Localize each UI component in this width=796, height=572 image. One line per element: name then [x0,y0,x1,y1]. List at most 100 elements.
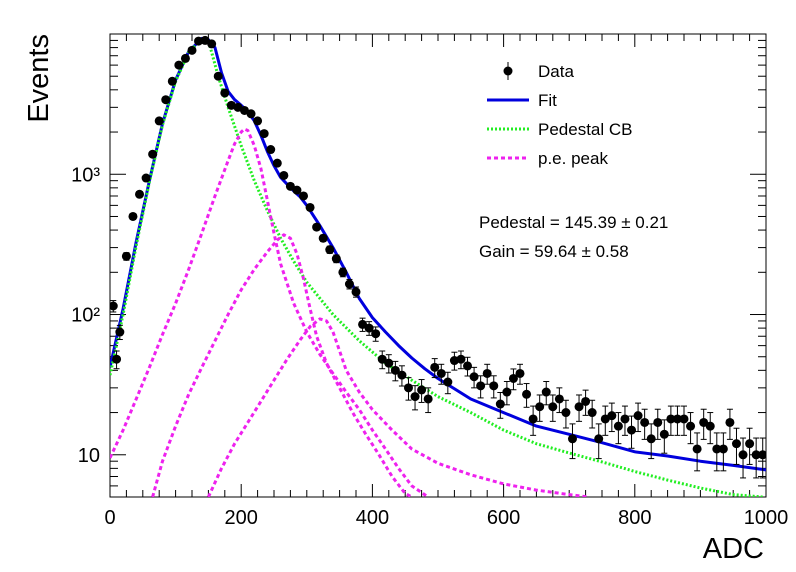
data-point [515,368,525,378]
data-point [613,421,623,431]
data-point [436,368,446,378]
x-tick-label: 0 [104,507,115,529]
data-point [476,381,486,391]
data-point [305,202,315,212]
data-point [338,267,348,277]
data-point [443,377,453,387]
data-point [423,394,433,404]
data-point [653,417,663,427]
data-point [161,95,171,105]
data-point [567,434,577,444]
series-line-p-e-peak-1 [110,127,430,497]
pedestal-annotation: Pedestal = 145.39 ± 0.21 [479,213,668,232]
data-point [299,191,309,201]
data-point [508,373,518,383]
data-point [502,387,512,397]
data-point [594,434,604,444]
data-point [141,173,151,183]
data-point [194,36,204,46]
data-point [246,109,256,119]
y-tick-label: 10² [71,305,100,327]
data-point [213,71,223,81]
data-point [272,158,282,168]
legend-marker-icon [503,66,513,76]
legend: Data Fit Pedestal CB p.e. peak [487,62,633,168]
data-point [325,245,335,255]
legend-label: Data [538,62,574,81]
data-point [384,358,394,368]
x-tick-label: 800 [618,507,651,529]
data-point [364,323,374,333]
x-axis-label: ADC [703,533,764,565]
data-point [403,383,413,393]
data-point [469,372,479,382]
data-point [220,88,230,98]
legend-label: p.e. peak [538,149,608,168]
data-point [758,450,766,460]
data-point [522,389,532,399]
data-point [371,329,381,339]
data-point [358,319,368,329]
data-point [292,185,302,195]
data-point [112,354,122,364]
data-point [587,408,597,418]
data-point [528,414,538,424]
plot-frame [109,33,767,498]
data-point [666,414,676,424]
data-point [456,354,466,364]
data-point [705,421,715,431]
data-point [495,399,505,409]
x-tick-label: 1000 [744,507,789,529]
y-tick-label: 10 [78,445,100,467]
data-point [718,444,728,454]
data-point [285,181,295,191]
data-point [417,385,427,395]
data-point [266,145,276,155]
data-point [581,396,591,406]
series-line-fit [110,36,766,472]
data-point [489,381,499,391]
data-point [482,368,492,378]
data-point [554,394,564,404]
data-point [659,429,669,439]
x-tick-label: 400 [356,507,389,529]
data-point [712,444,722,454]
data-point [135,189,145,199]
data-point [561,408,571,418]
data-point [180,53,190,63]
data-point [692,444,702,454]
data-point [745,439,755,449]
data-point [633,411,643,421]
data-point [154,116,164,126]
data-point [751,450,761,460]
series-layer [110,35,766,497]
data-point [574,402,584,412]
data-point [620,414,630,424]
series-line-p-e-peak-3 [207,317,590,497]
data-point [397,370,407,380]
data-point [110,301,118,311]
series-line-p-e-peak-2 [151,233,413,497]
data-point [646,434,656,444]
data-point [607,411,617,421]
data-point [535,402,545,412]
data-point [312,222,322,232]
data-point [548,402,558,412]
data-point [377,354,387,364]
data-point [699,417,709,427]
data-point [390,365,400,375]
data-point [627,425,637,435]
data-point [351,287,361,297]
data-point [128,211,138,221]
data-point [738,450,748,460]
data-point [410,392,420,402]
data-point [279,170,289,180]
data-point [167,76,177,86]
data-point [331,254,341,264]
data-point [731,439,741,449]
data-point [686,421,696,431]
data-point [640,417,650,427]
data-point [672,414,682,424]
data-point [430,362,440,372]
axes: 0 200 400 600 800 1000 10 10² 10³ [71,34,788,529]
